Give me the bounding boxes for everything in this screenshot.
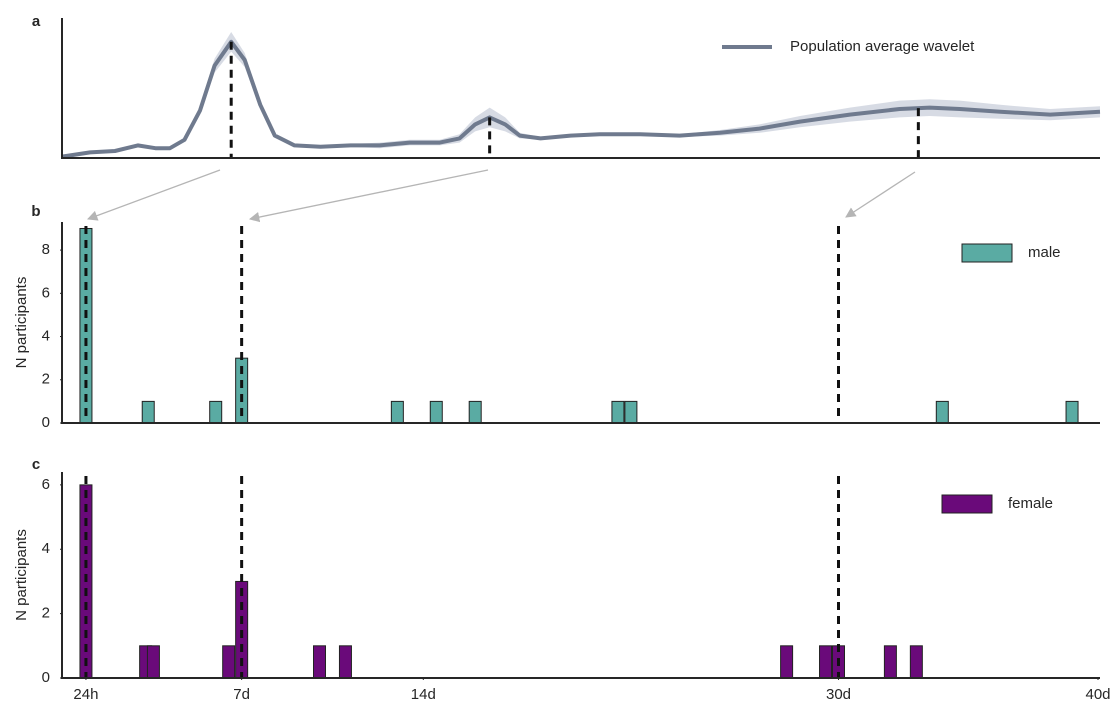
bar	[780, 645, 794, 679]
y-tick-label: 6	[42, 284, 50, 301]
bar	[222, 645, 236, 679]
x-tick-label: 24h	[73, 686, 98, 702]
bar	[146, 645, 160, 679]
x-tick-label: 14d	[411, 686, 436, 702]
bar	[883, 645, 897, 679]
y-axis-label: N participants	[13, 529, 30, 621]
legend-label: Population average wavelet	[790, 38, 975, 55]
legend-swatch	[941, 494, 993, 514]
y-tick-label: 0	[42, 669, 50, 686]
x-tick-label: 40d	[1085, 686, 1110, 702]
panel-label: c	[32, 456, 40, 473]
bar	[209, 400, 223, 424]
bar	[468, 400, 482, 424]
bar	[611, 400, 625, 424]
bar	[909, 645, 923, 679]
arrow	[845, 171, 916, 218]
legend-label: male	[1028, 244, 1061, 261]
y-tick-label: 8	[42, 241, 50, 258]
legend-label: female	[1008, 495, 1053, 512]
arrow	[248, 169, 489, 223]
bar	[1065, 400, 1079, 424]
panel-label: b	[31, 203, 40, 220]
x-tick-label: 7d	[233, 686, 250, 702]
bar	[141, 400, 155, 424]
bar	[624, 400, 638, 424]
y-tick-label: 0	[42, 414, 50, 431]
legend-swatch	[961, 243, 1013, 263]
y-tick-label: 2	[42, 605, 50, 622]
bar	[819, 645, 833, 679]
y-axis-label: N participants	[13, 277, 30, 369]
bar	[429, 400, 443, 424]
bar	[313, 645, 326, 679]
x-tick-label: 30d	[826, 686, 851, 702]
y-tick-label: 2	[42, 371, 50, 388]
line	[61, 39, 1101, 159]
bar	[935, 400, 949, 424]
y-tick-label: 6	[42, 476, 50, 493]
panel-label: a	[32, 13, 41, 30]
arrow	[87, 169, 221, 221]
bar	[390, 400, 404, 424]
connector-arrows	[87, 169, 916, 223]
bar	[338, 645, 352, 679]
y-tick-label: 4	[42, 540, 50, 557]
y-tick-label: 4	[42, 328, 50, 345]
